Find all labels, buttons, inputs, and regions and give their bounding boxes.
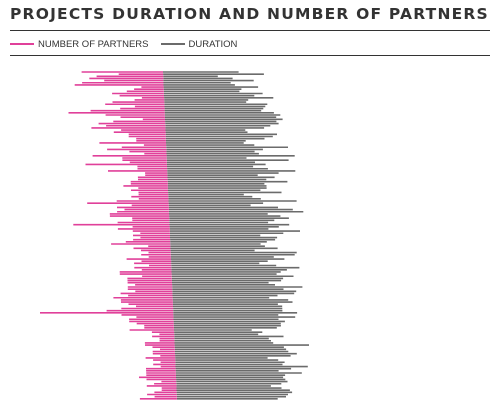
legend-swatch-partners <box>10 43 34 45</box>
chart-legend: NUMBER OF PARTNERS DURATION <box>10 37 249 51</box>
legend-item-partners: NUMBER OF PARTNERS <box>10 39 149 50</box>
title-divider <box>10 30 490 31</box>
legend-item-duration: DURATION <box>160 38 238 50</box>
legend-label-partners: NUMBER OF PARTNERS <box>38 38 149 50</box>
legend-swatch-duration <box>160 43 185 45</box>
legend-label-duration: DURATION <box>188 38 238 50</box>
chart-title: PROJECTS DURATION AND NUMBER OF PARTNERS <box>10 5 489 23</box>
chart-plot-area <box>40 71 309 400</box>
legend-divider <box>10 55 490 56</box>
